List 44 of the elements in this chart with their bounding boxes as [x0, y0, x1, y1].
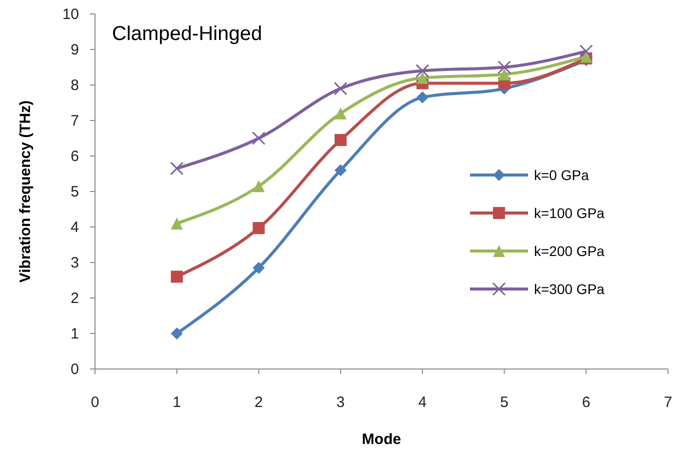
y-tick-label: 3: [70, 254, 79, 272]
x-tick-label: 7: [664, 394, 672, 411]
point: [170, 270, 183, 283]
y-tick-label: 4: [70, 219, 79, 236]
point: [334, 107, 347, 120]
point: [334, 134, 347, 146]
point: [170, 162, 184, 176]
point: [252, 132, 266, 145]
point: [334, 164, 347, 176]
y-tick-label: 1: [70, 326, 79, 342]
x-tick-label: 6: [582, 394, 590, 411]
point: [416, 72, 428, 84]
point: [416, 91, 428, 104]
y-tick-label: 7: [70, 112, 79, 130]
point: [170, 328, 183, 340]
point: [252, 222, 265, 234]
legend-label: k=200 GPa: [534, 243, 605, 259]
y-tick-label: 9: [70, 42, 79, 58]
y-tick-label: 8: [70, 77, 79, 94]
legend-label: k=300 GPa: [534, 281, 605, 297]
point: [252, 262, 265, 274]
x-tick-label: 0: [90, 394, 100, 411]
point: [498, 68, 510, 80]
legend-label: k=0 GPa: [534, 167, 590, 183]
y-tick-label: 10: [62, 6, 79, 23]
point: [579, 44, 593, 58]
chart-title: Clamped-Hinged: [112, 23, 262, 45]
point: [416, 64, 430, 78]
x-tick-label: 4: [418, 394, 427, 411]
point: [170, 217, 183, 230]
point: [498, 60, 512, 74]
x-tick-label: 2: [254, 394, 263, 411]
x-tick-label: 3: [336, 394, 345, 411]
y-axis-title: Vibration frequency (THz): [17, 100, 34, 283]
x-axis-title: Mode: [362, 431, 402, 448]
legend-label: k=100 GPa: [534, 205, 605, 221]
x-tick-label: 1: [172, 394, 182, 411]
y-tick-label: 5: [70, 184, 79, 200]
point: [334, 82, 348, 96]
x-tick-label: 5: [500, 394, 508, 411]
y-tick-label: 0: [70, 361, 79, 378]
y-tick-label: 6: [70, 148, 79, 165]
y-tick-label: 2: [70, 290, 79, 307]
point: [252, 180, 265, 192]
